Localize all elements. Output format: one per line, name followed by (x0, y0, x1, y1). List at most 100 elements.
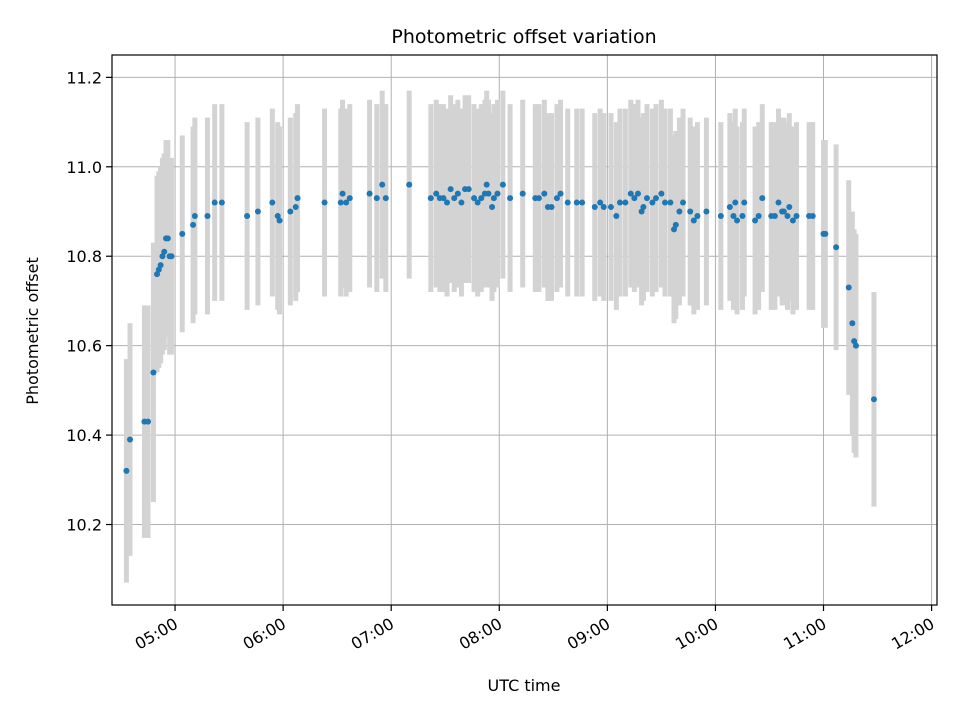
data-point (127, 436, 134, 443)
data-point (548, 204, 555, 211)
data-point (123, 467, 130, 474)
data-point (499, 181, 506, 188)
data-point (564, 199, 571, 206)
data-point (294, 195, 301, 202)
data-points (123, 181, 877, 474)
data-point (379, 181, 386, 188)
data-point (447, 186, 454, 193)
data-point (507, 195, 514, 202)
data-point (150, 369, 157, 376)
data-point (755, 212, 762, 219)
data-point (190, 221, 197, 228)
data-point (451, 195, 458, 202)
data-point (789, 217, 796, 224)
data-point (427, 195, 434, 202)
data-point (579, 199, 586, 206)
data-point (690, 217, 697, 224)
data-point (667, 199, 674, 206)
data-point (366, 190, 373, 197)
data-point (483, 181, 490, 188)
data-point (687, 208, 694, 215)
data-point (474, 199, 481, 206)
y-tick-label: 10.2 (66, 516, 102, 535)
data-point (732, 199, 739, 206)
data-point (553, 195, 560, 202)
data-point (440, 195, 447, 202)
data-point (168, 253, 175, 260)
data-point (771, 212, 778, 219)
data-point (833, 244, 840, 251)
data-point (662, 199, 669, 206)
data-point (631, 195, 638, 202)
data-point (730, 212, 737, 219)
data-point (741, 199, 748, 206)
data-point (164, 235, 171, 242)
data-point (191, 212, 198, 219)
data-point (852, 342, 859, 349)
x-axis-label: UTC time (488, 676, 561, 695)
y-axis-label: Photometric offset (23, 257, 42, 405)
data-point (634, 190, 641, 197)
data-point (287, 208, 294, 215)
data-point (703, 208, 710, 215)
data-point (591, 204, 598, 211)
y-tick-label: 11.2 (66, 68, 102, 87)
data-point (557, 190, 564, 197)
data-point (739, 212, 746, 219)
data-point (676, 208, 683, 215)
data-point (535, 195, 542, 202)
data-point (775, 199, 782, 206)
y-tick-label: 11.0 (66, 158, 102, 177)
data-point (179, 230, 186, 237)
data-point (490, 195, 497, 202)
data-point (244, 212, 251, 219)
data-point (627, 190, 634, 197)
data-point (485, 190, 492, 197)
chart-title: Photometric offset variation (391, 26, 656, 48)
data-point (622, 199, 629, 206)
grid-lines (112, 55, 937, 605)
data-point (600, 204, 607, 211)
data-point (494, 190, 501, 197)
data-point (478, 195, 485, 202)
data-point (339, 190, 346, 197)
data-point (845, 284, 852, 291)
data-point (680, 199, 687, 206)
data-point (780, 208, 787, 215)
data-point (809, 212, 816, 219)
plot-frame (111, 54, 938, 606)
data-point (597, 199, 604, 206)
data-point (204, 212, 211, 219)
data-point (218, 199, 225, 206)
data-point (406, 181, 413, 188)
data-point (346, 195, 353, 202)
data-point (373, 195, 380, 202)
data-point (465, 186, 472, 193)
data-point (658, 190, 665, 197)
data-point (269, 199, 276, 206)
data-point (613, 212, 620, 219)
data-point (161, 248, 168, 255)
data-point (343, 199, 350, 206)
data-point (652, 195, 659, 202)
data-point (519, 190, 526, 197)
data-point (458, 199, 465, 206)
data-point (145, 418, 152, 425)
data-point (752, 217, 759, 224)
data-point (337, 199, 344, 206)
data-point (573, 199, 580, 206)
data-point (382, 195, 389, 202)
data-point (433, 190, 440, 197)
y-tick-label: 10.6 (66, 337, 102, 356)
data-point (489, 204, 496, 211)
data-point (616, 199, 623, 206)
data-point (849, 320, 856, 327)
data-point (157, 262, 164, 269)
data-point (643, 195, 650, 202)
data-point (786, 204, 793, 211)
data-point (694, 212, 701, 219)
data-point (471, 195, 478, 202)
data-point (607, 204, 614, 211)
data-point (822, 230, 829, 237)
